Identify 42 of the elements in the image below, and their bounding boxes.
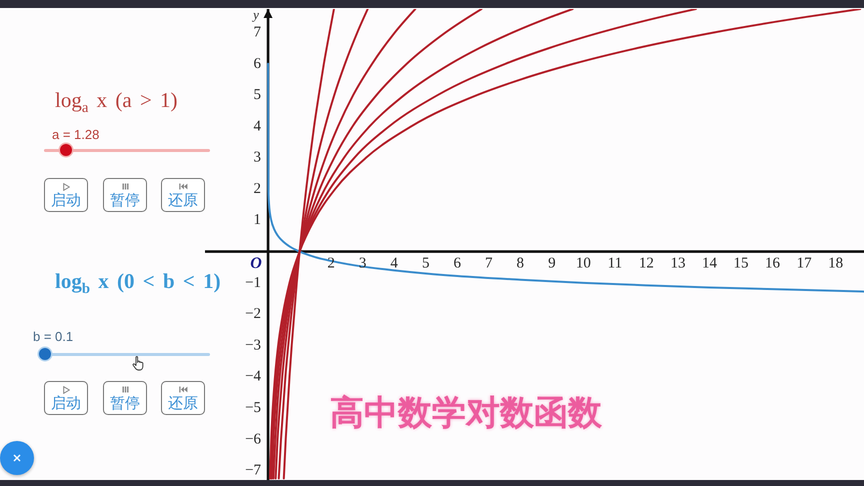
y-tick-label: 4 bbox=[254, 118, 262, 134]
y-tick-label: 6 bbox=[254, 56, 262, 72]
x-tick-label: 8 bbox=[516, 256, 524, 272]
y-tick-label: −2 bbox=[245, 306, 262, 322]
x-tick-label: 16 bbox=[765, 256, 781, 272]
y-tick-label: 7 bbox=[254, 24, 262, 40]
x-tick-label: 13 bbox=[670, 256, 686, 272]
x-tick-label: 5 bbox=[422, 256, 430, 272]
x-tick-label: 7 bbox=[485, 256, 494, 272]
y-tick-label: 3 bbox=[254, 150, 262, 166]
y-tick-label: −7 bbox=[245, 462, 262, 479]
text: 高中数学对数函数 bbox=[330, 394, 602, 432]
x-tick-label: 9 bbox=[548, 256, 556, 272]
x-tick-label: 18 bbox=[828, 256, 844, 272]
button: 还原 bbox=[161, 381, 205, 415]
button: 启动 bbox=[44, 178, 88, 212]
button: 还原 bbox=[161, 178, 205, 212]
x-tick-label: 10 bbox=[576, 256, 591, 272]
button: 启动 bbox=[44, 381, 88, 415]
x-tick-label: 6 bbox=[454, 256, 462, 272]
text: b = 0.1 bbox=[33, 329, 74, 344]
button: 暂停 bbox=[103, 178, 147, 212]
text: a = 1.28 bbox=[52, 127, 100, 142]
y-tick-label: 2 bbox=[254, 180, 262, 197]
annotation: log$_{b}$ x (0 < b < 1) bbox=[55, 269, 221, 298]
y-tick-label: −1 bbox=[245, 274, 262, 291]
x-tick-label: 14 bbox=[702, 256, 718, 272]
y-tick-label: −5 bbox=[245, 400, 262, 416]
x-tick-label: 4 bbox=[390, 256, 398, 272]
y-tick-label: −6 bbox=[245, 431, 262, 448]
annotation: O bbox=[250, 255, 262, 272]
y-axis-title: y bbox=[251, 7, 260, 22]
y-tick-label: −3 bbox=[245, 337, 262, 354]
x-tick-label: 12 bbox=[638, 256, 654, 272]
text: log$_{a}$ x (a > 1) bbox=[55, 88, 178, 116]
x-tick-label: 17 bbox=[796, 256, 812, 272]
y-tick-label: 1 bbox=[254, 212, 262, 228]
x-tick-label: 15 bbox=[734, 256, 749, 272]
x-tick-label: 11 bbox=[608, 256, 622, 272]
y-tick-label: 5 bbox=[254, 87, 262, 104]
y-tick-label: −4 bbox=[245, 368, 262, 385]
button: 暂停 bbox=[103, 381, 147, 415]
